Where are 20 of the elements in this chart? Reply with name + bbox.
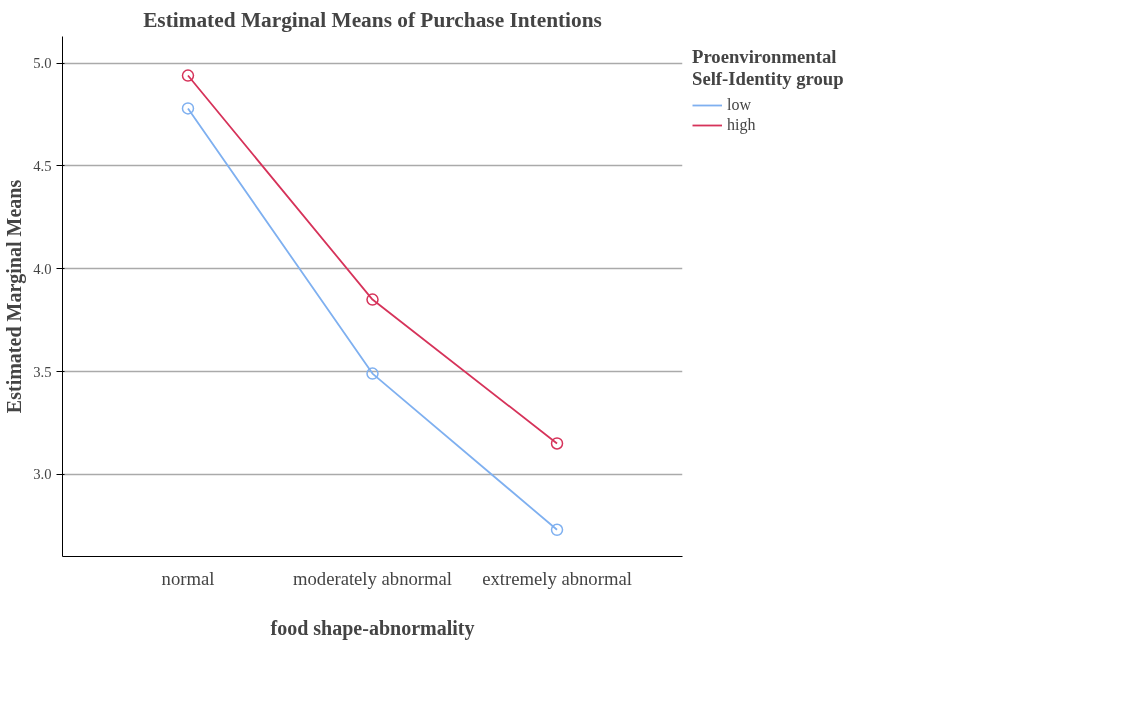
y-tick-label: 4.5: [33, 157, 52, 174]
point: [181, 102, 195, 115]
y-tick-label: 5.0: [33, 55, 52, 72]
x-tick-label: normal: [161, 567, 215, 589]
y-tick-label: 4.0: [33, 260, 52, 277]
point: [366, 293, 379, 306]
y-tick-label: 3.0: [33, 466, 52, 483]
x-tick-label: extremely abnormal: [482, 567, 632, 589]
point: [366, 367, 379, 380]
y-tick-label: 3.5: [33, 363, 52, 380]
legend-label: low: [727, 96, 751, 114]
y-axis-title: Estimated Marginal Means: [3, 179, 27, 414]
legend-title: Proenvironmental Self-Identity group: [692, 46, 844, 90]
x-axis-title: food shape-abnormality: [270, 616, 475, 640]
chart-title: Estimated Marginal Means of Purchase Intentions: [143, 7, 602, 32]
x-tick-label: moderately abnormal: [292, 567, 453, 589]
point: [550, 523, 564, 537]
point: [550, 437, 564, 450]
legend-label: high: [727, 116, 756, 134]
point: [181, 69, 195, 82]
